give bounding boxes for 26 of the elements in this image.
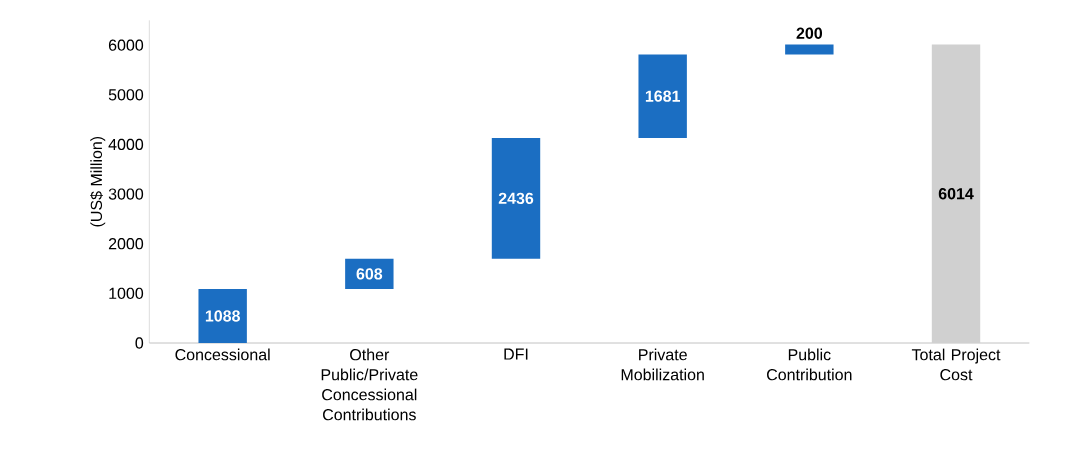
data-label: 2436 <box>498 192 534 205</box>
bar <box>491 137 541 259</box>
data-label: 6014 <box>938 188 974 200</box>
x-tick-label: Private Mobilization <box>621 348 704 381</box>
y-tick-label: 2000 <box>108 238 144 250</box>
data-label: 608 <box>356 268 383 280</box>
y-axis-title: (US$ Million) <box>90 136 106 227</box>
y-tick-label: 3000 <box>108 188 144 200</box>
y-tick-label: 5000 <box>108 89 144 101</box>
x-tick-label: Public Contribution <box>767 348 852 381</box>
data-label: 1088 <box>205 310 240 322</box>
bar <box>198 288 247 343</box>
y-tick-label: 1000 <box>109 287 144 300</box>
bar <box>785 44 834 55</box>
x-tick-label: Concessional <box>175 348 270 361</box>
data-label: 200 <box>796 27 823 39</box>
x-tick-label: Other Public/Private Concessional Contributions <box>321 348 418 421</box>
y-tick-label: 6000 <box>108 39 144 51</box>
bar <box>345 258 394 289</box>
y-tick-label: 0 <box>135 337 144 349</box>
x-tick-label: DFI <box>504 348 528 360</box>
bar <box>638 54 687 138</box>
x-tick-label: Total Project Cost <box>911 348 1001 381</box>
data-label: 1681 <box>645 90 681 102</box>
y-tick-label: 4000 <box>108 138 144 151</box>
bar <box>931 44 981 343</box>
